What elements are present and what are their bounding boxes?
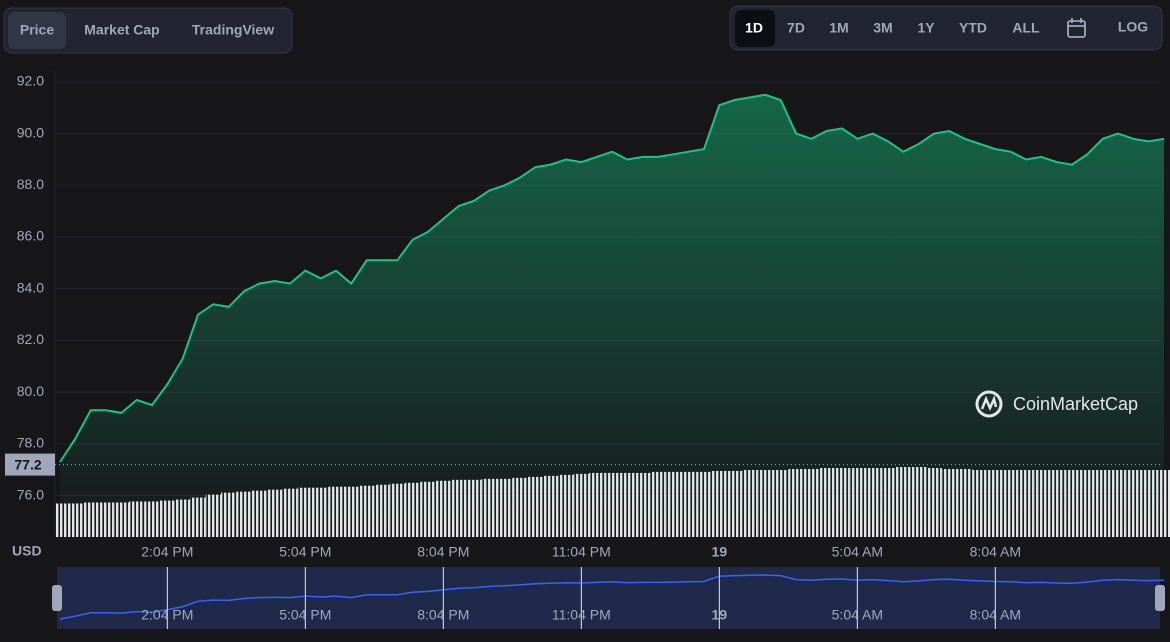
tab[interactable]: TradingView bbox=[192, 22, 274, 38]
x-tick-label: 8:04 AM bbox=[970, 544, 1021, 560]
price-area bbox=[60, 94, 1164, 538]
baseline-label: 77.2 bbox=[14, 456, 41, 472]
price-line bbox=[59, 93, 1165, 463]
y-tick-label: 92.0 bbox=[17, 73, 44, 89]
currency-label: USD bbox=[12, 543, 42, 559]
y-tick-label: 88.0 bbox=[17, 176, 44, 192]
navigator-tick-label: 8:04 AM bbox=[970, 607, 1021, 623]
watermark: CoinMarketCap bbox=[975, 390, 1138, 418]
x-tick-label: 19 bbox=[712, 544, 728, 560]
range-button[interactable]: 1M bbox=[829, 20, 848, 36]
navigator-tick-label: 2:04 PM bbox=[141, 607, 193, 623]
range-button[interactable]: 1Y bbox=[917, 20, 935, 36]
y-tick-label: 78.0 bbox=[17, 435, 44, 451]
x-tick-label: 2:04 PM bbox=[141, 544, 193, 560]
range-button[interactable]: ALL bbox=[1012, 20, 1040, 36]
range-button[interactable]: 1D bbox=[745, 20, 763, 36]
plot: 76.0 78.0 80.0 82.0 84.0 86.0 88.0 90.0 92.0 77.2… bbox=[5, 70, 1170, 629]
range-button[interactable]: 7D bbox=[787, 20, 805, 36]
x-tick-label: 11:04 PM bbox=[552, 544, 611, 560]
x-tick-label: 8:04 PM bbox=[417, 544, 469, 560]
x-tick-label: 5:04 PM bbox=[279, 544, 331, 560]
navigator-tick-label: 5:04 AM bbox=[832, 607, 883, 623]
navigator-tick-label: 5:04 PM bbox=[279, 607, 331, 623]
navigator-tick-label: 19 bbox=[712, 607, 728, 623]
navigator-bg bbox=[57, 567, 1160, 629]
tab-active bbox=[8, 12, 66, 49]
baseline-box bbox=[5, 453, 55, 476]
navigator-handle[interactable] bbox=[1155, 585, 1165, 611]
log-button[interactable]: LOG bbox=[1118, 19, 1148, 35]
range-button[interactable]: 3M bbox=[873, 20, 892, 36]
range-group bbox=[729, 5, 1163, 51]
calendar-icon[interactable] bbox=[1067, 18, 1086, 38]
tab[interactable]: Market Cap bbox=[84, 22, 159, 38]
range-active bbox=[735, 10, 775, 47]
navigator-tick-label: 11:04 PM bbox=[552, 607, 611, 623]
navigator-handle[interactable] bbox=[52, 585, 62, 611]
y-tick-label: 76.0 bbox=[17, 486, 44, 502]
navigator-tick-label: 8:04 PM bbox=[417, 607, 469, 623]
range-button[interactable]: YTD bbox=[959, 20, 987, 36]
y-tick-label: 84.0 bbox=[17, 279, 44, 295]
y-tick-label: 82.0 bbox=[17, 331, 44, 347]
navigator-line bbox=[59, 574, 1165, 620]
y-tick-label: 86.0 bbox=[17, 228, 44, 244]
y-tick-label: 90.0 bbox=[17, 124, 44, 140]
watermark-text: CoinMarketCap bbox=[1013, 394, 1138, 414]
x-tick-label: 5:04 AM bbox=[832, 544, 883, 560]
tab-group bbox=[3, 7, 293, 54]
tab[interactable]: Price bbox=[20, 22, 54, 38]
y-tick-label: 80.0 bbox=[17, 383, 44, 399]
